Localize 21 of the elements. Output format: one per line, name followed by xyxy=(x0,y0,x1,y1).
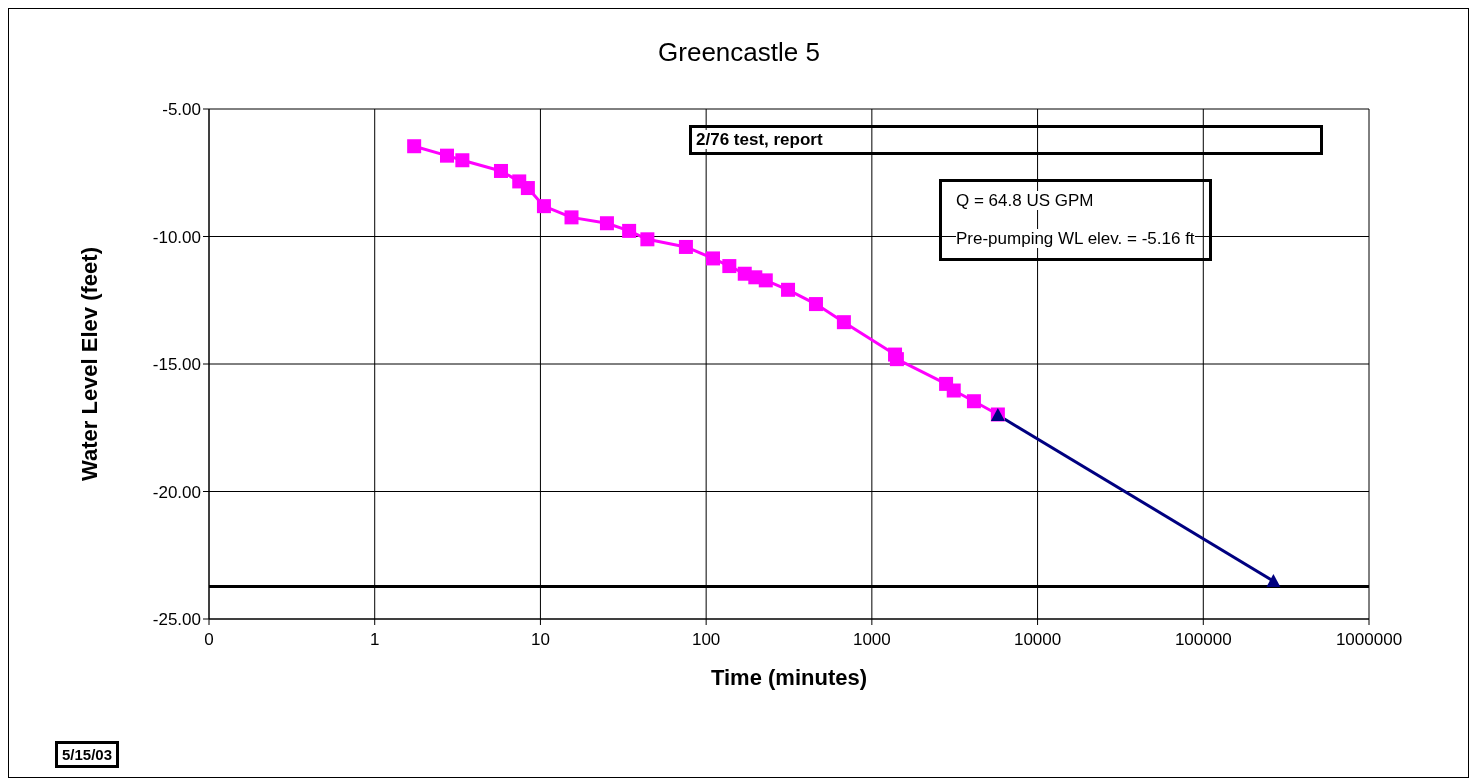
note-box: Q = 64.8 US GPM Pre-pumping WL elev. = -5.16 ft xyxy=(939,179,1212,261)
x-tick-label: 0 xyxy=(204,630,214,650)
annotation: Q = 64.8 US GPM Pre-pumping WL elev. = -5.16 ft xyxy=(956,191,1195,248)
y-tick-label: -15.00 xyxy=(152,355,201,375)
x-tick-label: 1 xyxy=(369,630,380,650)
y-tick-label: -5.00 xyxy=(162,100,201,120)
x-tick-label: 1000000 xyxy=(1335,630,1403,650)
x-tick-label: 10 xyxy=(530,630,550,650)
annotation: 2/76 test, report xyxy=(696,130,823,149)
y-tick-label: -20.00 xyxy=(152,482,201,502)
note-box: 2/76 test, report xyxy=(689,125,1323,155)
note-box: 5/15/03 xyxy=(55,741,120,768)
x-tick-label: 100 xyxy=(691,630,721,650)
x-axis-title: Time (minutes) xyxy=(710,665,868,690)
y-tick-label: -10.00 xyxy=(152,227,201,247)
x-tick-label: 100000 xyxy=(1174,630,1232,650)
x-tick-label: 10000 xyxy=(1013,630,1062,650)
chart-title: Greencastle 5 xyxy=(657,37,821,68)
y-axis-title: Water Level Elev (feet) xyxy=(76,247,102,481)
x-tick-label: 1000 xyxy=(852,630,891,650)
y-tick-label: -25.00 xyxy=(152,610,201,630)
